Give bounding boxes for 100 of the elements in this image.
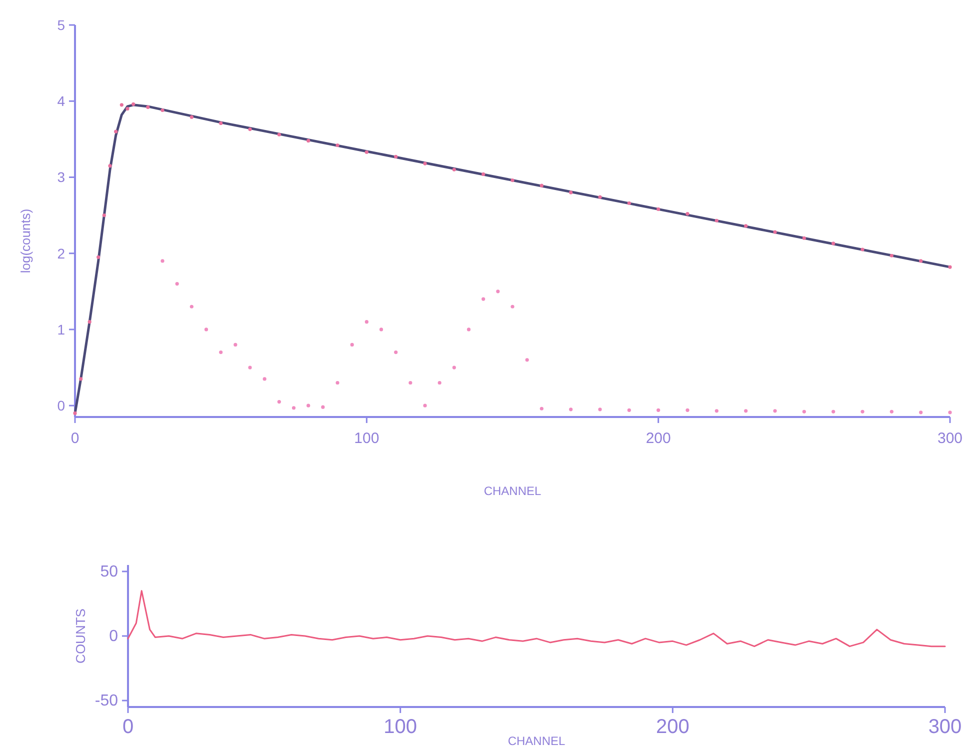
x-tick-label: 0 (70, 430, 80, 447)
point (423, 162, 427, 166)
point (714, 409, 718, 413)
point (438, 380, 442, 385)
point (569, 190, 573, 194)
point (88, 320, 92, 324)
point (102, 213, 106, 218)
point (146, 105, 150, 110)
point (234, 342, 238, 346)
point (120, 103, 124, 107)
point (277, 400, 281, 404)
point (423, 404, 427, 408)
point (248, 366, 252, 370)
point (248, 127, 252, 132)
x-tick-label: 0 (122, 716, 134, 738)
y-tick-label: 0 (57, 398, 66, 414)
point (510, 304, 514, 308)
point (540, 184, 544, 188)
line-series (127, 590, 946, 648)
point (394, 350, 398, 354)
y-axis-title: log(counts) (18, 208, 33, 274)
point (714, 218, 718, 222)
point (306, 138, 310, 142)
point (569, 408, 573, 412)
y-tick-label: 3 (57, 169, 66, 186)
point (336, 143, 340, 148)
x-tick-label: 300 (937, 430, 963, 447)
point (860, 248, 864, 252)
point (126, 106, 130, 111)
point (773, 230, 777, 234)
y-tick-label: -50 (94, 692, 118, 710)
point (482, 172, 486, 176)
point (466, 328, 471, 332)
point (744, 224, 748, 228)
point (919, 410, 923, 414)
point (510, 178, 514, 182)
point (656, 207, 660, 211)
point (948, 265, 952, 269)
x-axis-title: CHANNEL (484, 484, 542, 498)
point (452, 168, 456, 172)
point (394, 154, 398, 158)
point (114, 130, 118, 134)
point (890, 410, 894, 414)
point (96, 255, 100, 259)
point (598, 408, 602, 412)
point (379, 328, 384, 332)
y-axis-title: COUNTS (73, 608, 88, 664)
point (686, 212, 690, 216)
point (73, 411, 77, 415)
point (773, 409, 777, 413)
x-tick-label: 100 (354, 430, 380, 447)
point (160, 108, 164, 112)
point (175, 282, 179, 286)
point (350, 342, 354, 346)
point (919, 259, 923, 263)
point (277, 132, 281, 136)
line-series (74, 104, 952, 414)
x-tick-label: 300 (928, 716, 962, 738)
x-tick-label: 200 (646, 430, 671, 447)
point (496, 290, 500, 294)
point (160, 259, 164, 263)
point (452, 366, 456, 370)
point (860, 410, 864, 414)
y-tick-label: 4 (57, 93, 66, 110)
point (598, 195, 602, 199)
point (744, 409, 748, 413)
point (79, 377, 83, 381)
point (219, 350, 223, 354)
point (525, 358, 529, 362)
point (262, 377, 266, 381)
point (292, 406, 296, 410)
point (627, 408, 631, 412)
y-tick-label: 50 (100, 563, 118, 580)
point (336, 380, 340, 385)
y-tick-label: 2 (57, 245, 66, 262)
point (686, 408, 690, 412)
point (190, 304, 194, 308)
x-tick-label: 100 (384, 716, 418, 738)
point (190, 115, 194, 119)
point (219, 121, 223, 125)
y-tick-label: 1 (57, 321, 66, 338)
y-tick-label: 5 (57, 17, 66, 33)
point (832, 242, 836, 246)
x-tick-label: 200 (656, 716, 690, 738)
x-axis-title: CHANNEL (508, 734, 566, 748)
point (321, 405, 325, 409)
y-tick-label: 0 (109, 628, 118, 645)
point (364, 150, 368, 154)
point (656, 408, 660, 412)
point (627, 201, 631, 205)
point (364, 320, 368, 324)
point (948, 410, 952, 414)
point (108, 164, 112, 168)
point (408, 380, 412, 385)
point (802, 236, 806, 240)
point (306, 404, 310, 408)
point (482, 297, 486, 301)
point (890, 254, 894, 258)
point (802, 410, 806, 414)
point (132, 102, 136, 106)
